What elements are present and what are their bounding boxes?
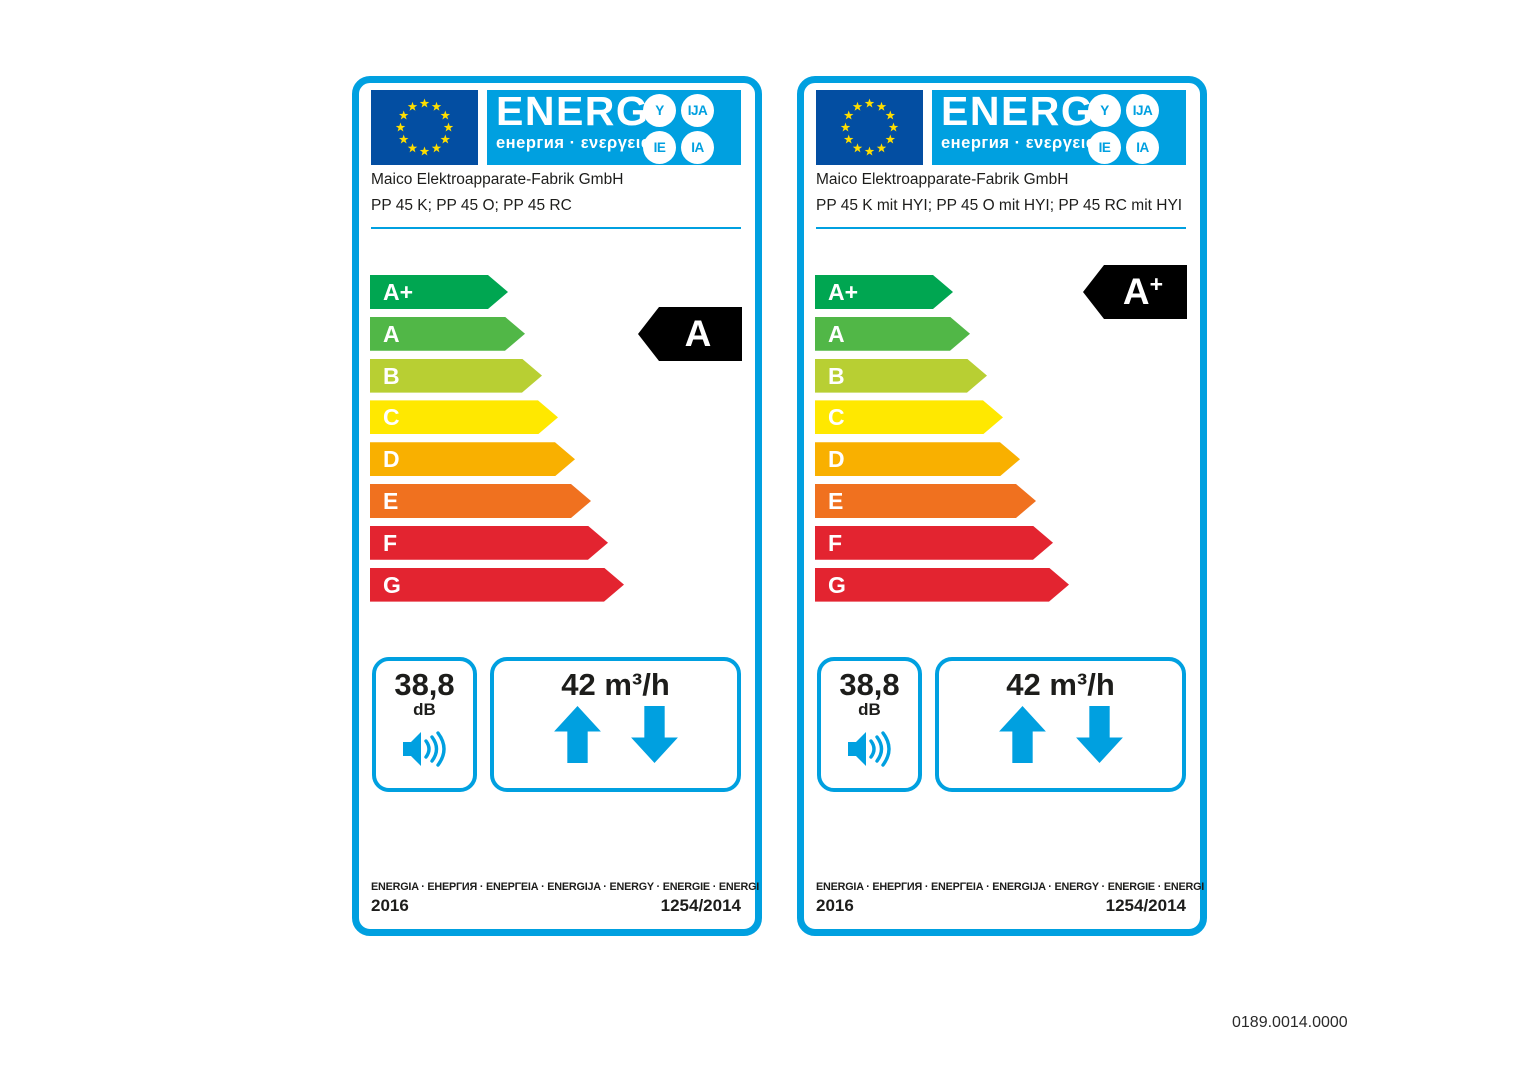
eu-flag-stars-icon bbox=[840, 98, 899, 156]
class-arrow-c: C bbox=[815, 400, 1003, 434]
divider-rule bbox=[371, 227, 741, 229]
noise-box: 38,8 dB bbox=[372, 657, 477, 792]
page-code: 0189.0014.0000 bbox=[1232, 1014, 1348, 1031]
class-arrow-g: G bbox=[370, 568, 624, 602]
class-arrow-b: B bbox=[370, 359, 542, 393]
class-arrow-b: B bbox=[815, 359, 987, 393]
down-arrow-icon bbox=[1075, 706, 1123, 763]
logo-badge-ie: IE bbox=[643, 131, 676, 164]
noise-box: 38,8 dB bbox=[817, 657, 922, 792]
logo-badge-y: Y bbox=[643, 94, 676, 127]
airflow-box: 42 m³/h bbox=[935, 657, 1186, 792]
footer-regulation: 1254/2014 bbox=[1105, 896, 1186, 915]
noise-unit: dB bbox=[858, 700, 881, 719]
logo-badge-ija: IJA bbox=[1126, 94, 1159, 127]
class-arrow-d: D bbox=[370, 442, 575, 476]
footer-year: 2016 bbox=[371, 896, 409, 915]
class-arrow-e: E bbox=[370, 484, 591, 518]
noise-value: 38,8 bbox=[839, 667, 900, 702]
logo-subtitle-text: енергия · ενεργεια bbox=[496, 134, 652, 152]
eu-flag bbox=[816, 90, 923, 165]
speaker-icon bbox=[847, 731, 891, 767]
class-arrow-d: D bbox=[815, 442, 1020, 476]
airflow-value: 42 m³/h bbox=[561, 667, 670, 702]
rating-indicator: A bbox=[638, 307, 742, 361]
class-arrow-e: E bbox=[815, 484, 1036, 518]
rating-plus: + bbox=[1149, 271, 1164, 297]
airflow-box: 42 m³/h bbox=[490, 657, 741, 792]
rating-grade: A bbox=[684, 313, 712, 354]
airflow-arrows bbox=[494, 706, 737, 763]
footer-regulation: 1254/2014 bbox=[660, 896, 741, 915]
manufacturer-name: Maico Elektroapparate-Fabrik GmbH bbox=[816, 171, 1069, 188]
up-arrow-icon bbox=[553, 706, 601, 763]
up-arrow-icon bbox=[998, 706, 1046, 763]
model-name: PP 45 K mit HYI; PP 45 O mit HYI; PP 45 … bbox=[816, 197, 1183, 214]
footer-year: 2016 bbox=[816, 896, 854, 915]
rating-grade: A bbox=[1122, 271, 1150, 312]
logo-subtitle-text: енергия · ενεργεια bbox=[941, 134, 1097, 152]
energy-logo: ENERG енергия · ενεργεια Y IJA IE IA bbox=[487, 88, 741, 165]
logo-brand-text: ENERG bbox=[496, 88, 650, 134]
footer-languages: ENERGIA · ЕНЕРГИЯ · ΕΝΕΡΓΕΙΑ · ENERGIJA … bbox=[816, 881, 1205, 893]
logo-brand-text: ENERG bbox=[941, 88, 1095, 134]
class-arrow-a: A bbox=[815, 317, 970, 351]
airflow-value: 42 m³/h bbox=[1006, 667, 1115, 702]
noise-value: 38,8 bbox=[394, 667, 455, 702]
logo-badge-y: Y bbox=[1088, 94, 1121, 127]
class-arrow-a-plus: A+ bbox=[370, 275, 508, 309]
footer-languages: ENERGIA · ЕНЕРГИЯ · ΕΝΕΡΓΕΙΑ · ENERGIJA … bbox=[371, 881, 760, 893]
class-arrow-c: C bbox=[370, 400, 558, 434]
down-arrow-icon bbox=[630, 706, 678, 763]
energy-logo: ENERG енергия · ενεργεια Y IJA IE IA bbox=[932, 88, 1186, 165]
speaker-icon bbox=[402, 731, 446, 767]
class-arrow-g: G bbox=[815, 568, 1069, 602]
efficiency-scale: A+ A B C D E F G bbox=[815, 275, 1069, 602]
class-arrow-a-plus: A+ bbox=[815, 275, 953, 309]
logo-badge-ija: IJA bbox=[681, 94, 714, 127]
rating-indicator: A + bbox=[1083, 265, 1187, 319]
airflow-arrows bbox=[939, 706, 1182, 763]
logo-badge-ie: IE bbox=[1088, 131, 1121, 164]
efficiency-scale: A+ A B C D E F G bbox=[370, 275, 624, 602]
model-name: PP 45 K; PP 45 O; PP 45 RC bbox=[371, 197, 572, 214]
class-arrow-a: A bbox=[370, 317, 525, 351]
eu-flag-stars-icon bbox=[395, 98, 454, 156]
energy-label-1: ENERG енергия · ενεργεια Y IJA IE IA Mai… bbox=[352, 76, 762, 936]
class-arrow-f: F bbox=[370, 526, 608, 560]
noise-unit: dB bbox=[413, 700, 436, 719]
eu-flag bbox=[371, 90, 478, 165]
class-arrow-f: F bbox=[815, 526, 1053, 560]
divider-rule bbox=[816, 227, 1186, 229]
logo-badge-ia: IA bbox=[681, 131, 714, 164]
manufacturer-name: Maico Elektroapparate-Fabrik GmbH bbox=[371, 171, 624, 188]
energy-label-2: ENERG енергия · ενεργεια Y IJA IE IA Mai… bbox=[797, 76, 1207, 936]
logo-badge-ia: IA bbox=[1126, 131, 1159, 164]
